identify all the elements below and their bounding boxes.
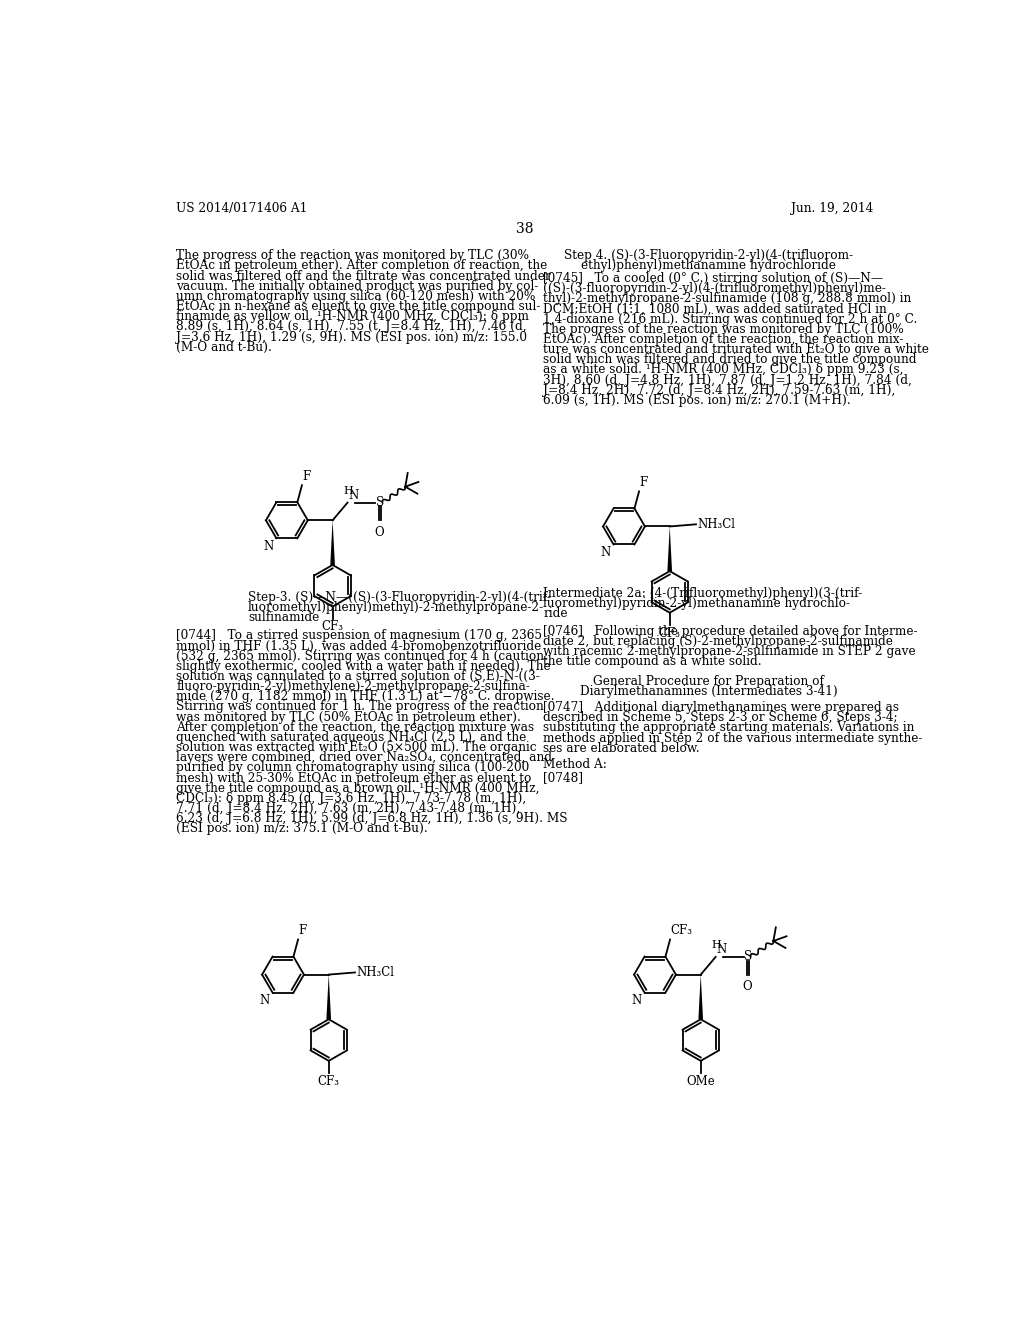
Text: ride: ride [544, 607, 568, 620]
Text: N: N [717, 942, 727, 956]
Text: slightly exothermic, cooled with a water bath if needed). The: slightly exothermic, cooled with a water… [176, 660, 551, 673]
Text: solution was cannulated to a stirred solution of (S,E)-N-((3-: solution was cannulated to a stirred sol… [176, 671, 540, 682]
Polygon shape [668, 527, 672, 572]
Text: purified by column chromatography using silica (100-200: purified by column chromatography using … [176, 762, 529, 775]
Text: CDCl₃): δ ppm 8.45 (d, J=3.6 Hz, 1H), 7.73-7.78 (m, 1H),: CDCl₃): δ ppm 8.45 (d, J=3.6 Hz, 1H), 7.… [176, 792, 526, 805]
Text: 7.71 (d, J=8.4 Hz, 2H), 7.63 (m, 2H), 7.43-7.48 (m, 1H),: 7.71 (d, J=8.4 Hz, 2H), 7.63 (m, 2H), 7.… [176, 803, 520, 816]
Text: [0745]   To a cooled (0° C.) stirring solution of (S)—N—: [0745] To a cooled (0° C.) stirring solu… [544, 272, 884, 285]
Text: give the title compound as a brown oil. ¹H-NMR (400 MHz,: give the title compound as a brown oil. … [176, 781, 540, 795]
Text: Stirring was continued for 1 h. The progress of the reaction: Stirring was continued for 1 h. The prog… [176, 701, 544, 714]
Text: F: F [303, 470, 311, 483]
Text: US 2014/0171406 A1: US 2014/0171406 A1 [176, 202, 307, 215]
Text: F: F [640, 477, 648, 490]
Polygon shape [327, 974, 331, 1019]
Text: CF₃: CF₃ [317, 1074, 340, 1088]
Text: N: N [259, 994, 269, 1007]
Text: ture was concentrated and triturated with Et₂O to give a white: ture was concentrated and triturated wit… [544, 343, 929, 356]
Text: NH₃Cl: NH₃Cl [356, 966, 394, 979]
Text: Intermediate 2a: (4-(Trifluoromethyl)phenyl)(3-(trif-: Intermediate 2a: (4-(Trifluoromethyl)phe… [544, 586, 862, 599]
Text: 3H), 8.60 (d, J=4.8 Hz, 1H), 7.87 (d, J=1.2 Hz, 1H), 7.84 (d,: 3H), 8.60 (d, J=4.8 Hz, 1H), 7.87 (d, J=… [544, 374, 912, 387]
Text: H: H [712, 940, 721, 950]
Text: luoromethyl)pyridin-2-yl)methanamine hydrochlo-: luoromethyl)pyridin-2-yl)methanamine hyd… [544, 597, 850, 610]
Text: N: N [348, 488, 358, 502]
Text: J=3.6 Hz, 1H), 1.29 (s, 9H). MS (ESI pos. ion) m/z: 155.0: J=3.6 Hz, 1H), 1.29 (s, 9H). MS (ESI pos… [176, 330, 527, 343]
Text: the title compound as a white solid.: the title compound as a white solid. [544, 655, 762, 668]
Text: solid which was filtered and dried to give the title compound: solid which was filtered and dried to gi… [544, 354, 916, 366]
Text: mesh) with 25-30% EtOAc in petroleum ether as eluent to: mesh) with 25-30% EtOAc in petroleum eth… [176, 772, 531, 784]
Text: umn chromatography using silica (60-120 mesh) with 20%: umn chromatography using silica (60-120 … [176, 290, 536, 302]
Text: was monitored by TLC (50% EtOAc in petroleum ether).: was monitored by TLC (50% EtOAc in petro… [176, 710, 521, 723]
Text: layers were combined, dried over Na₂SO₄, concentrated, and: layers were combined, dried over Na₂SO₄,… [176, 751, 552, 764]
Text: [0744]   To a stirred suspension of magnesium (170 g, 2365: [0744] To a stirred suspension of magnes… [176, 630, 542, 643]
Text: 6.23 (d, J=6.8 Hz, 1H), 5.99 (d, J=6.8 Hz, 1H), 1.36 (s, 9H). MS: 6.23 (d, J=6.8 Hz, 1H), 5.99 (d, J=6.8 H… [176, 812, 567, 825]
Text: 1,4-dioxane (216 mL). Stirring was continued for 2 h at 0° C.: 1,4-dioxane (216 mL). Stirring was conti… [544, 313, 918, 326]
Text: EtOAc). After completion of the reaction, the reaction mix-: EtOAc). After completion of the reaction… [544, 333, 904, 346]
Text: J=8.4 Hz, 2H), 7.72 (d, J=8.4 Hz, 2H), 7.59-7.63 (m, 1H),: J=8.4 Hz, 2H), 7.72 (d, J=8.4 Hz, 2H), 7… [544, 384, 896, 397]
Text: 6.09 (s, 1H). MS (ESI pos. ion) m/z: 270.1 (M+H).: 6.09 (s, 1H). MS (ESI pos. ion) m/z: 270… [544, 393, 851, 407]
Text: H: H [343, 486, 353, 496]
Text: ethyl)phenyl)methanamine hydrochloride: ethyl)phenyl)methanamine hydrochloride [581, 260, 836, 272]
Text: [0748]: [0748] [544, 771, 584, 784]
Text: diate 2, but replacing (S)-2-methylpropane-2-sulfinamide: diate 2, but replacing (S)-2-methylpropa… [544, 635, 893, 648]
Text: (ESI pos. ion) m/z: 375.1 (M-O and t-Bu).: (ESI pos. ion) m/z: 375.1 (M-O and t-Bu)… [176, 822, 428, 836]
Text: Diarylmethanamines (Intermediates 3-41): Diarylmethanamines (Intermediates 3-41) [580, 685, 838, 698]
Text: with racemic 2-methylpropane-2-sulfinamide in STEP 2 gave: with racemic 2-methylpropane-2-sulfinami… [544, 645, 916, 659]
Text: N: N [600, 546, 610, 558]
Text: S: S [376, 496, 384, 510]
Text: 8.89 (s, 1H), 8.64 (s, 1H), 7.55 (t, J=8.4 Hz, 1H), 7.46 (d,: 8.89 (s, 1H), 8.64 (s, 1H), 7.55 (t, J=8… [176, 321, 526, 334]
Text: luoromethyl)phenyl)methyl)-2-methylpropane-2-: luoromethyl)phenyl)methyl)-2-methylpropa… [248, 602, 544, 614]
Text: F: F [299, 924, 307, 937]
Text: vacuum. The initially obtained product was purified by col-: vacuum. The initially obtained product w… [176, 280, 539, 293]
Text: finamide as yellow oil. ¹H-NMR (400 MHz, CDCl₃): δ ppm: finamide as yellow oil. ¹H-NMR (400 MHz,… [176, 310, 529, 323]
Text: thyl)-2-methylpropane-2-sulfinamide (108 g, 288.8 mmol) in: thyl)-2-methylpropane-2-sulfinamide (108… [544, 292, 911, 305]
Text: N: N [631, 994, 641, 1007]
Text: fluoro-pyridin-2-yl)methylene)-2-methylpropane-2-sulfina-: fluoro-pyridin-2-yl)methylene)-2-methylp… [176, 680, 530, 693]
Text: DCM:EtOH (1:1, 1080 mL), was added saturated HCl in: DCM:EtOH (1:1, 1080 mL), was added satur… [544, 302, 887, 315]
Text: [0746]   Following the procedure detailed above for Interme-: [0746] Following the procedure detailed … [544, 624, 918, 638]
Text: N: N [263, 540, 273, 553]
Text: 38: 38 [516, 222, 534, 236]
Text: [0747]   Additional diarylmethanamines were prepared as: [0747] Additional diarylmethanamines wer… [544, 701, 899, 714]
Text: ((S)-(3-fluoropyridin-2-yl)(4-(trifluoromethyl)phenyl)me-: ((S)-(3-fluoropyridin-2-yl)(4-(trifluoro… [544, 282, 887, 296]
Text: General Procedure for Preparation of: General Procedure for Preparation of [593, 675, 824, 688]
Text: Step-3. (S)—N—((S)-(3-Fluoropyridin-2-yl)(4-(trif-: Step-3. (S)—N—((S)-(3-Fluoropyridin-2-yl… [248, 591, 551, 605]
Text: described in Scheme 5, Steps 2-3 or Scheme 6, Steps 3-4;: described in Scheme 5, Steps 2-3 or Sche… [544, 711, 898, 725]
Text: CF₃: CF₃ [671, 924, 693, 937]
Text: O: O [375, 525, 384, 539]
Text: ses are elaborated below.: ses are elaborated below. [544, 742, 700, 755]
Text: Step 4. (S)-(3-Fluoropyridin-2-yl)(4-(trifluorom-: Step 4. (S)-(3-Fluoropyridin-2-yl)(4-(tr… [564, 249, 853, 263]
Text: After completion of the reaction, the reaction mixture was: After completion of the reaction, the re… [176, 721, 535, 734]
Text: CF₃: CF₃ [658, 627, 681, 640]
Text: EtOAc in petroleum ether). After completion of reaction, the: EtOAc in petroleum ether). After complet… [176, 260, 547, 272]
Text: as a white solid. ¹H-NMR (400 MHz, CDCl₃) δ ppm 9.23 (s,: as a white solid. ¹H-NMR (400 MHz, CDCl₃… [544, 363, 904, 376]
Text: solution was extracted with Et₂O (5×500 mL). The organic: solution was extracted with Et₂O (5×500 … [176, 741, 537, 754]
Polygon shape [698, 974, 703, 1019]
Text: OMe: OMe [686, 1074, 715, 1088]
Text: quenched with saturated aqueous NH₄Cl (2.5 L), and the: quenched with saturated aqueous NH₄Cl (2… [176, 731, 526, 744]
Text: mide (270 g, 1182 mmol) in THF (1.3 L) at −78° C. dropwise.: mide (270 g, 1182 mmol) in THF (1.3 L) a… [176, 690, 555, 704]
Text: The progress of the reaction was monitored by TLC (30%: The progress of the reaction was monitor… [176, 249, 529, 263]
Text: mmol) in THF (1.35 L), was added 4-bromobenzotrifluoride: mmol) in THF (1.35 L), was added 4-bromo… [176, 639, 542, 652]
Text: (532 g, 2365 mmol). Stirring was continued for 4 h (caution:: (532 g, 2365 mmol). Stirring was continu… [176, 649, 548, 663]
Text: Jun. 19, 2014: Jun. 19, 2014 [792, 202, 873, 215]
Text: EtOAc in n-hexane as eluent to give the title compound sul-: EtOAc in n-hexane as eluent to give the … [176, 300, 541, 313]
Polygon shape [331, 520, 335, 565]
Text: S: S [744, 950, 753, 964]
Text: substituting the appropriate starting materials. Variations in: substituting the appropriate starting ma… [544, 722, 914, 734]
Text: (M-O and t-Bu).: (M-O and t-Bu). [176, 341, 272, 354]
Text: The progress of the reaction was monitored by TLC (100%: The progress of the reaction was monitor… [544, 322, 904, 335]
Text: CF₃: CF₃ [322, 620, 344, 634]
Text: solid was filtered off and the filtrate was concentrated under: solid was filtered off and the filtrate … [176, 269, 551, 282]
Text: methods applied in Step 2 of the various intermediate synthe-: methods applied in Step 2 of the various… [544, 731, 923, 744]
Text: Method A:: Method A: [544, 758, 607, 771]
Text: NH₃Cl: NH₃Cl [697, 517, 735, 531]
Text: O: O [742, 979, 753, 993]
Text: sulfinamide: sulfinamide [248, 611, 319, 624]
